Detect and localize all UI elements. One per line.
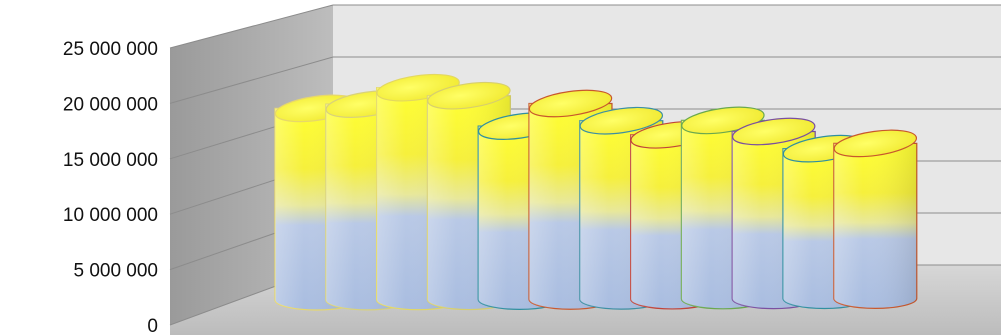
y-axis-tick-labels: 0 5 000 000 10 000 000 15 000 000 20 000 000… — [63, 39, 158, 336]
y-tick-label: 5 000 000 — [73, 261, 158, 282]
y-tick-label: 25 000 000 — [63, 39, 158, 60]
bar-top-cap — [579, 106, 664, 135]
bar-top-cap — [731, 117, 816, 146]
bars — [274, 73, 918, 311]
y-tick-label: 10 000 000 — [63, 205, 158, 226]
y-tick-label: 15 000 000 — [63, 150, 158, 171]
bar-top-cap — [427, 81, 511, 110]
bar-shade — [833, 143, 917, 309]
bar-top-cap — [528, 89, 613, 118]
bar — [833, 129, 918, 309]
gridline-side — [169, 56, 334, 104]
y-tick-label: 0 — [147, 316, 158, 336]
y-tick-label: 20 000 000 — [63, 94, 158, 115]
bar-top-cap — [833, 129, 918, 158]
gridline-side — [169, 4, 334, 49]
